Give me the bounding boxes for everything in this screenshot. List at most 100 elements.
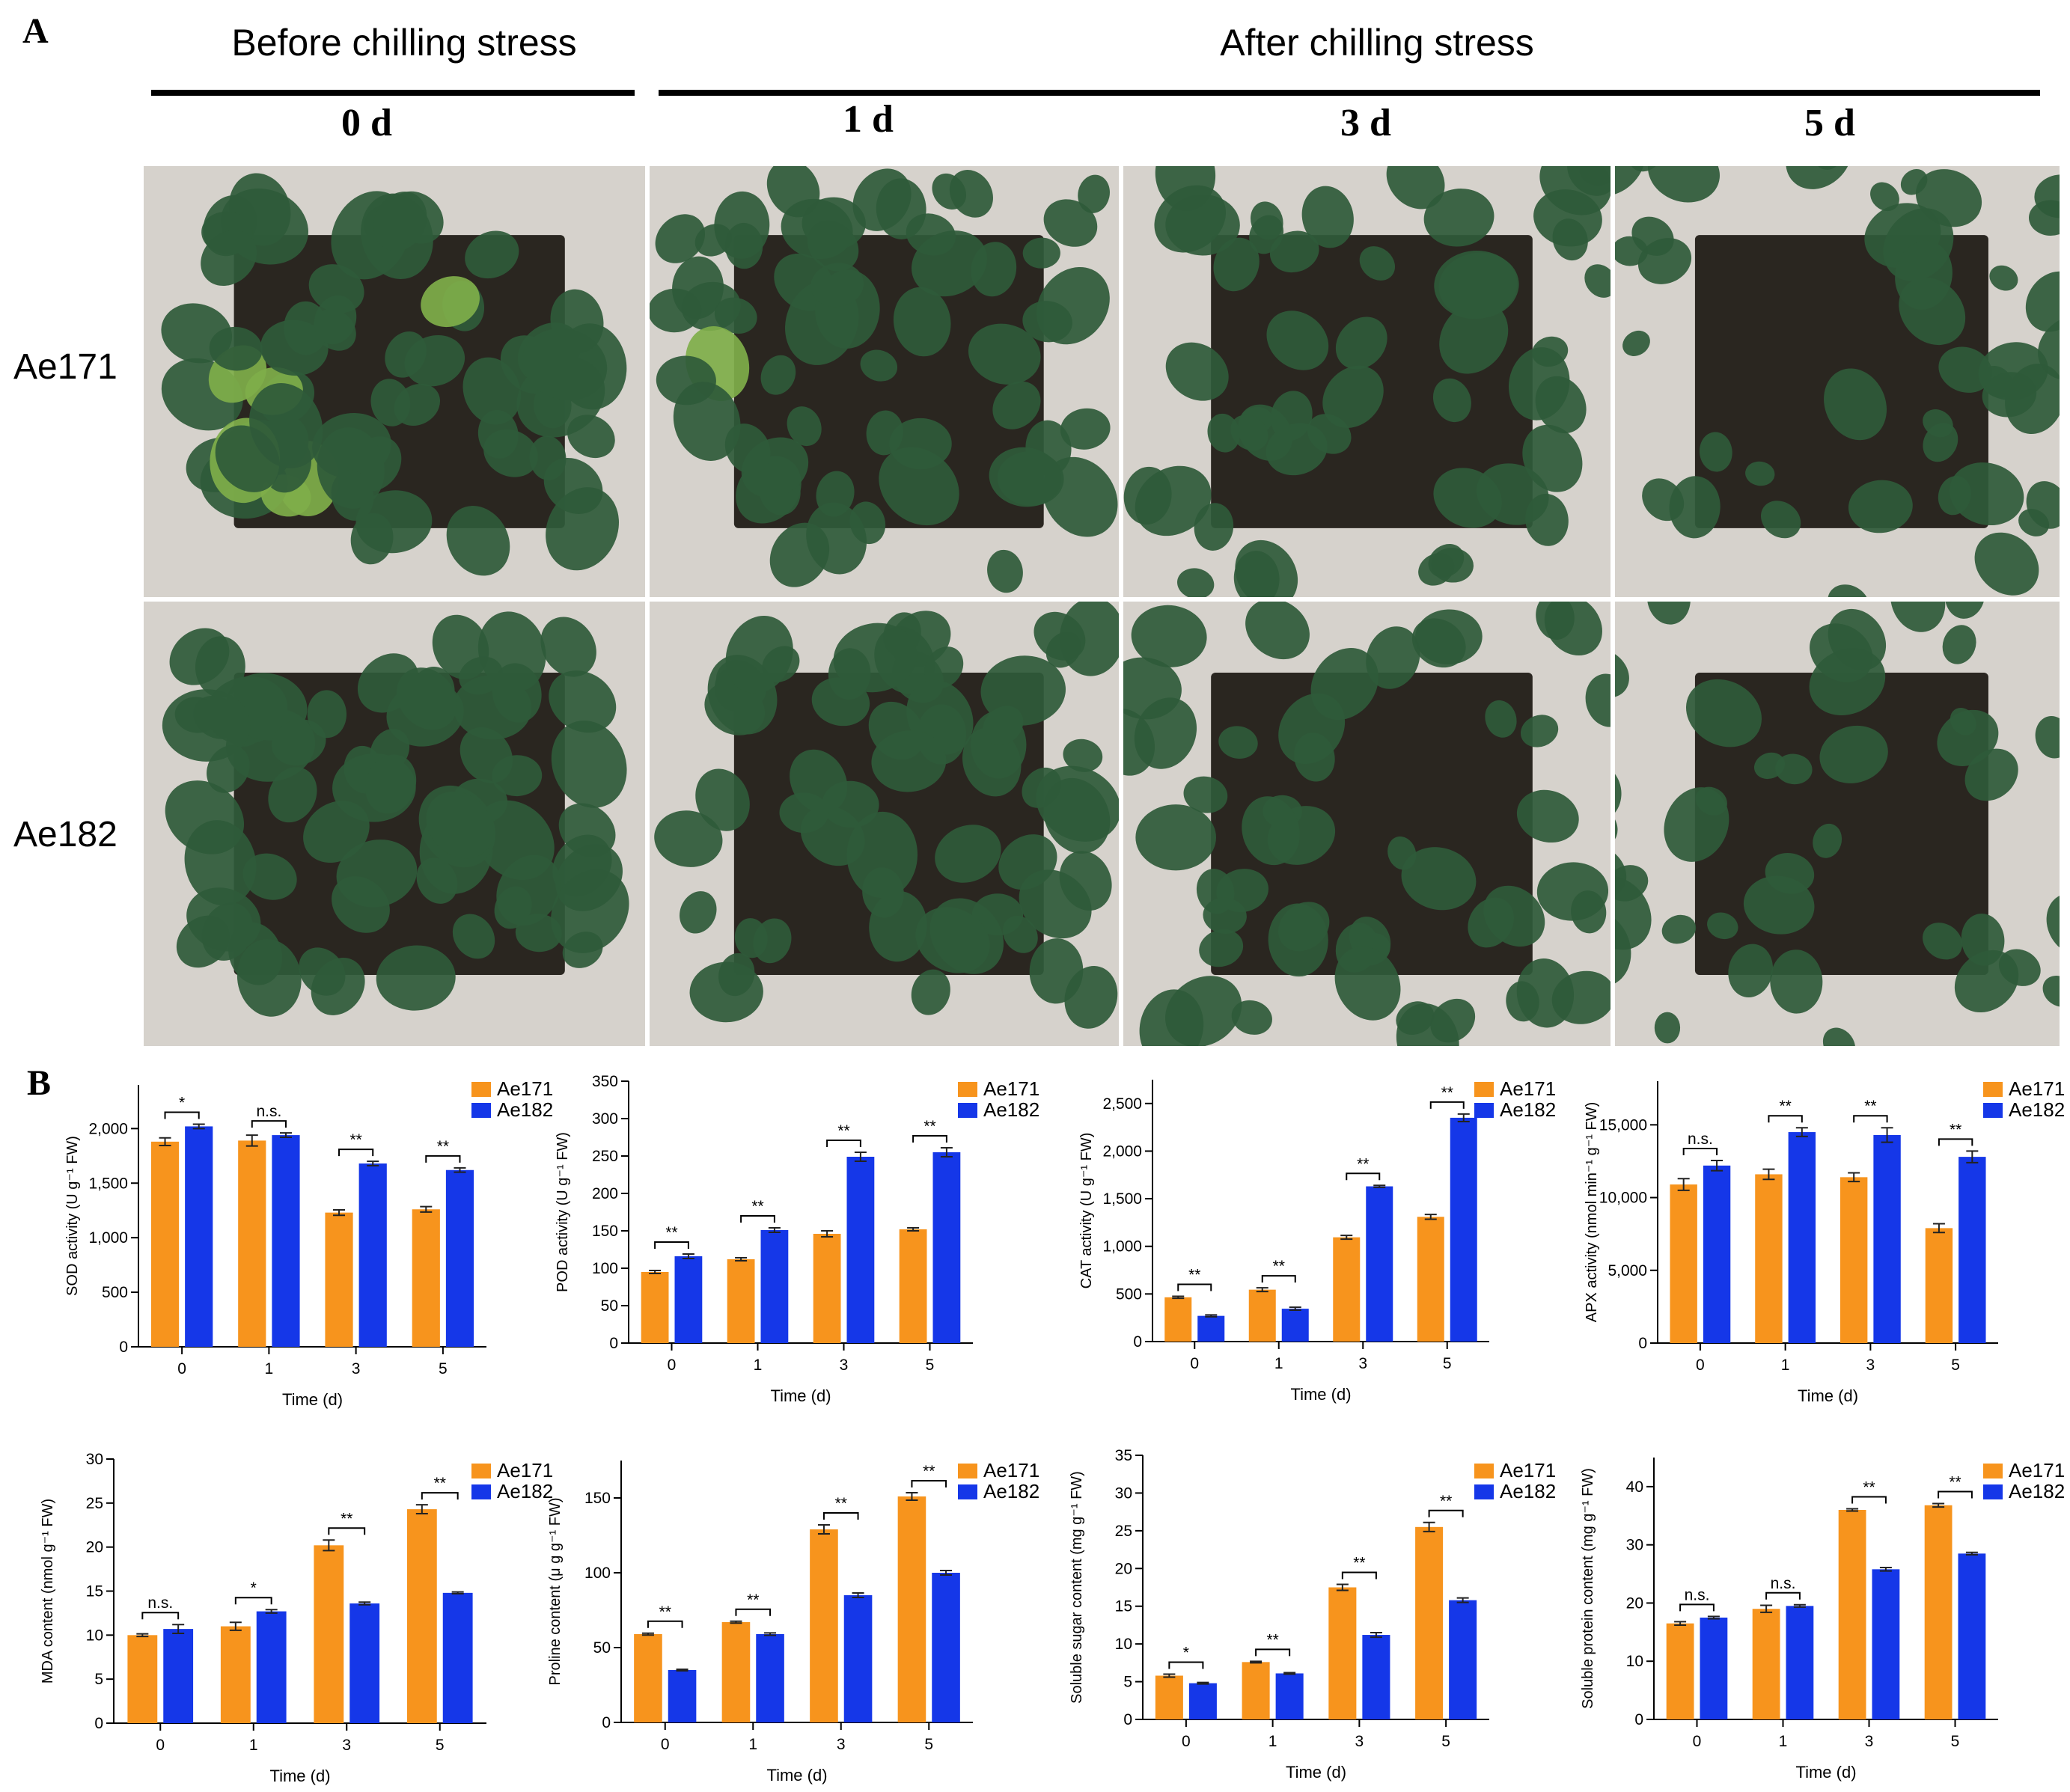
y-tick-label: 30	[1115, 1484, 1132, 1502]
row-label-ae171: Ae171	[13, 347, 117, 387]
bar-ae171-day-0	[1164, 1297, 1192, 1342]
bar-ae182-day-1	[756, 1634, 784, 1722]
bar-ae171-day-0	[1666, 1623, 1694, 1719]
y-tick-label: 2,500	[1102, 1095, 1142, 1113]
y-tick-label: 15	[1115, 1598, 1132, 1615]
significance-label: n.s.	[1771, 1575, 1796, 1592]
x-tick-label: 3	[1355, 1733, 1364, 1750]
error-bar	[1336, 1583, 1349, 1591]
legend-label-ae171: Ae171	[497, 1077, 553, 1100]
significance-bracket	[1853, 1115, 1888, 1123]
legend-swatch-ae182	[471, 1484, 491, 1499]
significance-label: **	[1357, 1155, 1369, 1172]
significance-bracket	[164, 1111, 200, 1119]
significance-bracket	[1168, 1661, 1204, 1669]
bar-ae182-day-1	[1281, 1309, 1309, 1342]
x-tick-label: 1	[249, 1737, 258, 1754]
error-bar	[159, 1137, 171, 1146]
day-label-3: 3 d	[1340, 102, 1391, 144]
x-axis-label: Time (d)	[269, 1767, 330, 1785]
significance-label: **	[1273, 1258, 1285, 1275]
bar-ae182-day-0	[185, 1126, 213, 1347]
significance-label: n.s.	[1688, 1131, 1713, 1148]
significance-label: **	[751, 1198, 763, 1215]
significance-label: **	[437, 1138, 449, 1155]
significance-bracket	[1346, 1172, 1381, 1181]
day-label-0: 0 d	[341, 102, 392, 144]
bar-ae171-day-5	[1415, 1526, 1444, 1719]
significance-bracket	[735, 1608, 772, 1616]
bar-ae171-day-0	[1155, 1675, 1183, 1719]
legend-label-ae171: Ae171	[2009, 1077, 2065, 1100]
bar-ae171-day-3	[1328, 1587, 1357, 1719]
legend-swatch-ae171	[1983, 1082, 2003, 1097]
error-bar	[676, 1669, 689, 1672]
error-bar	[245, 1134, 258, 1147]
significance-bracket	[1765, 1591, 1801, 1600]
significance-label: **	[665, 1224, 677, 1241]
y-tick-label: 500	[102, 1284, 128, 1301]
significance-bracket	[425, 1155, 461, 1163]
error-bar	[1932, 1223, 1945, 1234]
significance-bracket	[912, 1135, 947, 1143]
significance-label: **	[837, 1122, 849, 1140]
bar-ae182-day-5	[445, 1169, 474, 1347]
error-bar	[735, 1257, 748, 1262]
x-tick-label: 5	[436, 1737, 445, 1754]
bar-ae171-day-1	[1242, 1662, 1270, 1719]
error-bar	[1793, 1603, 1806, 1608]
y-tick-label: 1,000	[88, 1229, 128, 1247]
error-bar	[1205, 1314, 1218, 1318]
y-tick-label: 15,000	[1599, 1116, 1647, 1134]
error-bar	[1250, 1660, 1263, 1664]
x-axis-label: Time (d)	[1798, 1386, 1858, 1405]
legend-swatch-ae171	[471, 1082, 491, 1097]
after-chilling-header: After chilling stress	[1220, 22, 1534, 64]
x-tick-label: 1	[1781, 1357, 1790, 1374]
bar-ae182-day-5	[442, 1592, 473, 1723]
significance-bracket	[1429, 1101, 1465, 1109]
bar-ae182-day-0	[1703, 1165, 1731, 1343]
bar-ae171-day-3	[1838, 1510, 1866, 1719]
error-bar	[265, 1609, 278, 1614]
x-tick-label: 5	[1441, 1733, 1450, 1750]
significance-label: **	[1949, 1473, 1961, 1490]
error-bar	[852, 1592, 864, 1598]
bar-ae171-day-5	[1417, 1217, 1444, 1342]
significance-bracket	[740, 1215, 775, 1223]
x-tick-label: 5	[1443, 1355, 1452, 1372]
legend-label-ae171: Ae171	[2009, 1459, 2065, 1481]
significance-bracket	[328, 1527, 366, 1535]
bar-chart-6: 0 50 100 150 Proline content (μ g g⁻¹ FW) 0 **…	[531, 1444, 1048, 1788]
significance-label: **	[923, 1463, 935, 1480]
error-bar	[768, 1227, 781, 1233]
significance-bracket	[1261, 1275, 1296, 1283]
y-tick-label: 1,000	[1102, 1238, 1142, 1256]
x-tick-label: 5	[1951, 1357, 1960, 1374]
error-bar	[454, 1166, 466, 1173]
bar-chart-3: 0 500 1,000 1,500 2,000 2,500 CAT activity (U …	[1048, 1062, 1564, 1407]
error-bar	[136, 1633, 149, 1638]
bar-ae171-day-0	[127, 1635, 158, 1723]
bar-ae182-day-3	[1366, 1186, 1393, 1342]
y-tick-label: 20	[1626, 1594, 1643, 1612]
bar-ae182-day-3	[843, 1595, 873, 1722]
error-bar	[323, 1539, 335, 1552]
bar-ae182-day-0	[1700, 1617, 1728, 1719]
significance-bracket	[1428, 1509, 1464, 1517]
error-bar	[1795, 1127, 1808, 1137]
bar-ae182-day-1	[1786, 1606, 1814, 1719]
significance-label: **	[1441, 1084, 1453, 1101]
error-bar	[1846, 1508, 1859, 1512]
x-tick-label: 3	[352, 1360, 361, 1377]
y-tick-label: 0	[1133, 1333, 1142, 1351]
y-tick-label: 25	[86, 1495, 103, 1512]
y-tick-label: 300	[592, 1110, 618, 1128]
legend-swatch-ae182	[1983, 1103, 2003, 1118]
panel-b-label: B	[27, 1063, 52, 1103]
significance-label: **	[1353, 1554, 1365, 1571]
plant-photo-ae171-day-5	[1615, 166, 2060, 597]
bar-ae182-day-1	[272, 1135, 300, 1347]
bar-ae182-day-5	[932, 1573, 960, 1722]
y-tick-label: 150	[584, 1490, 611, 1507]
